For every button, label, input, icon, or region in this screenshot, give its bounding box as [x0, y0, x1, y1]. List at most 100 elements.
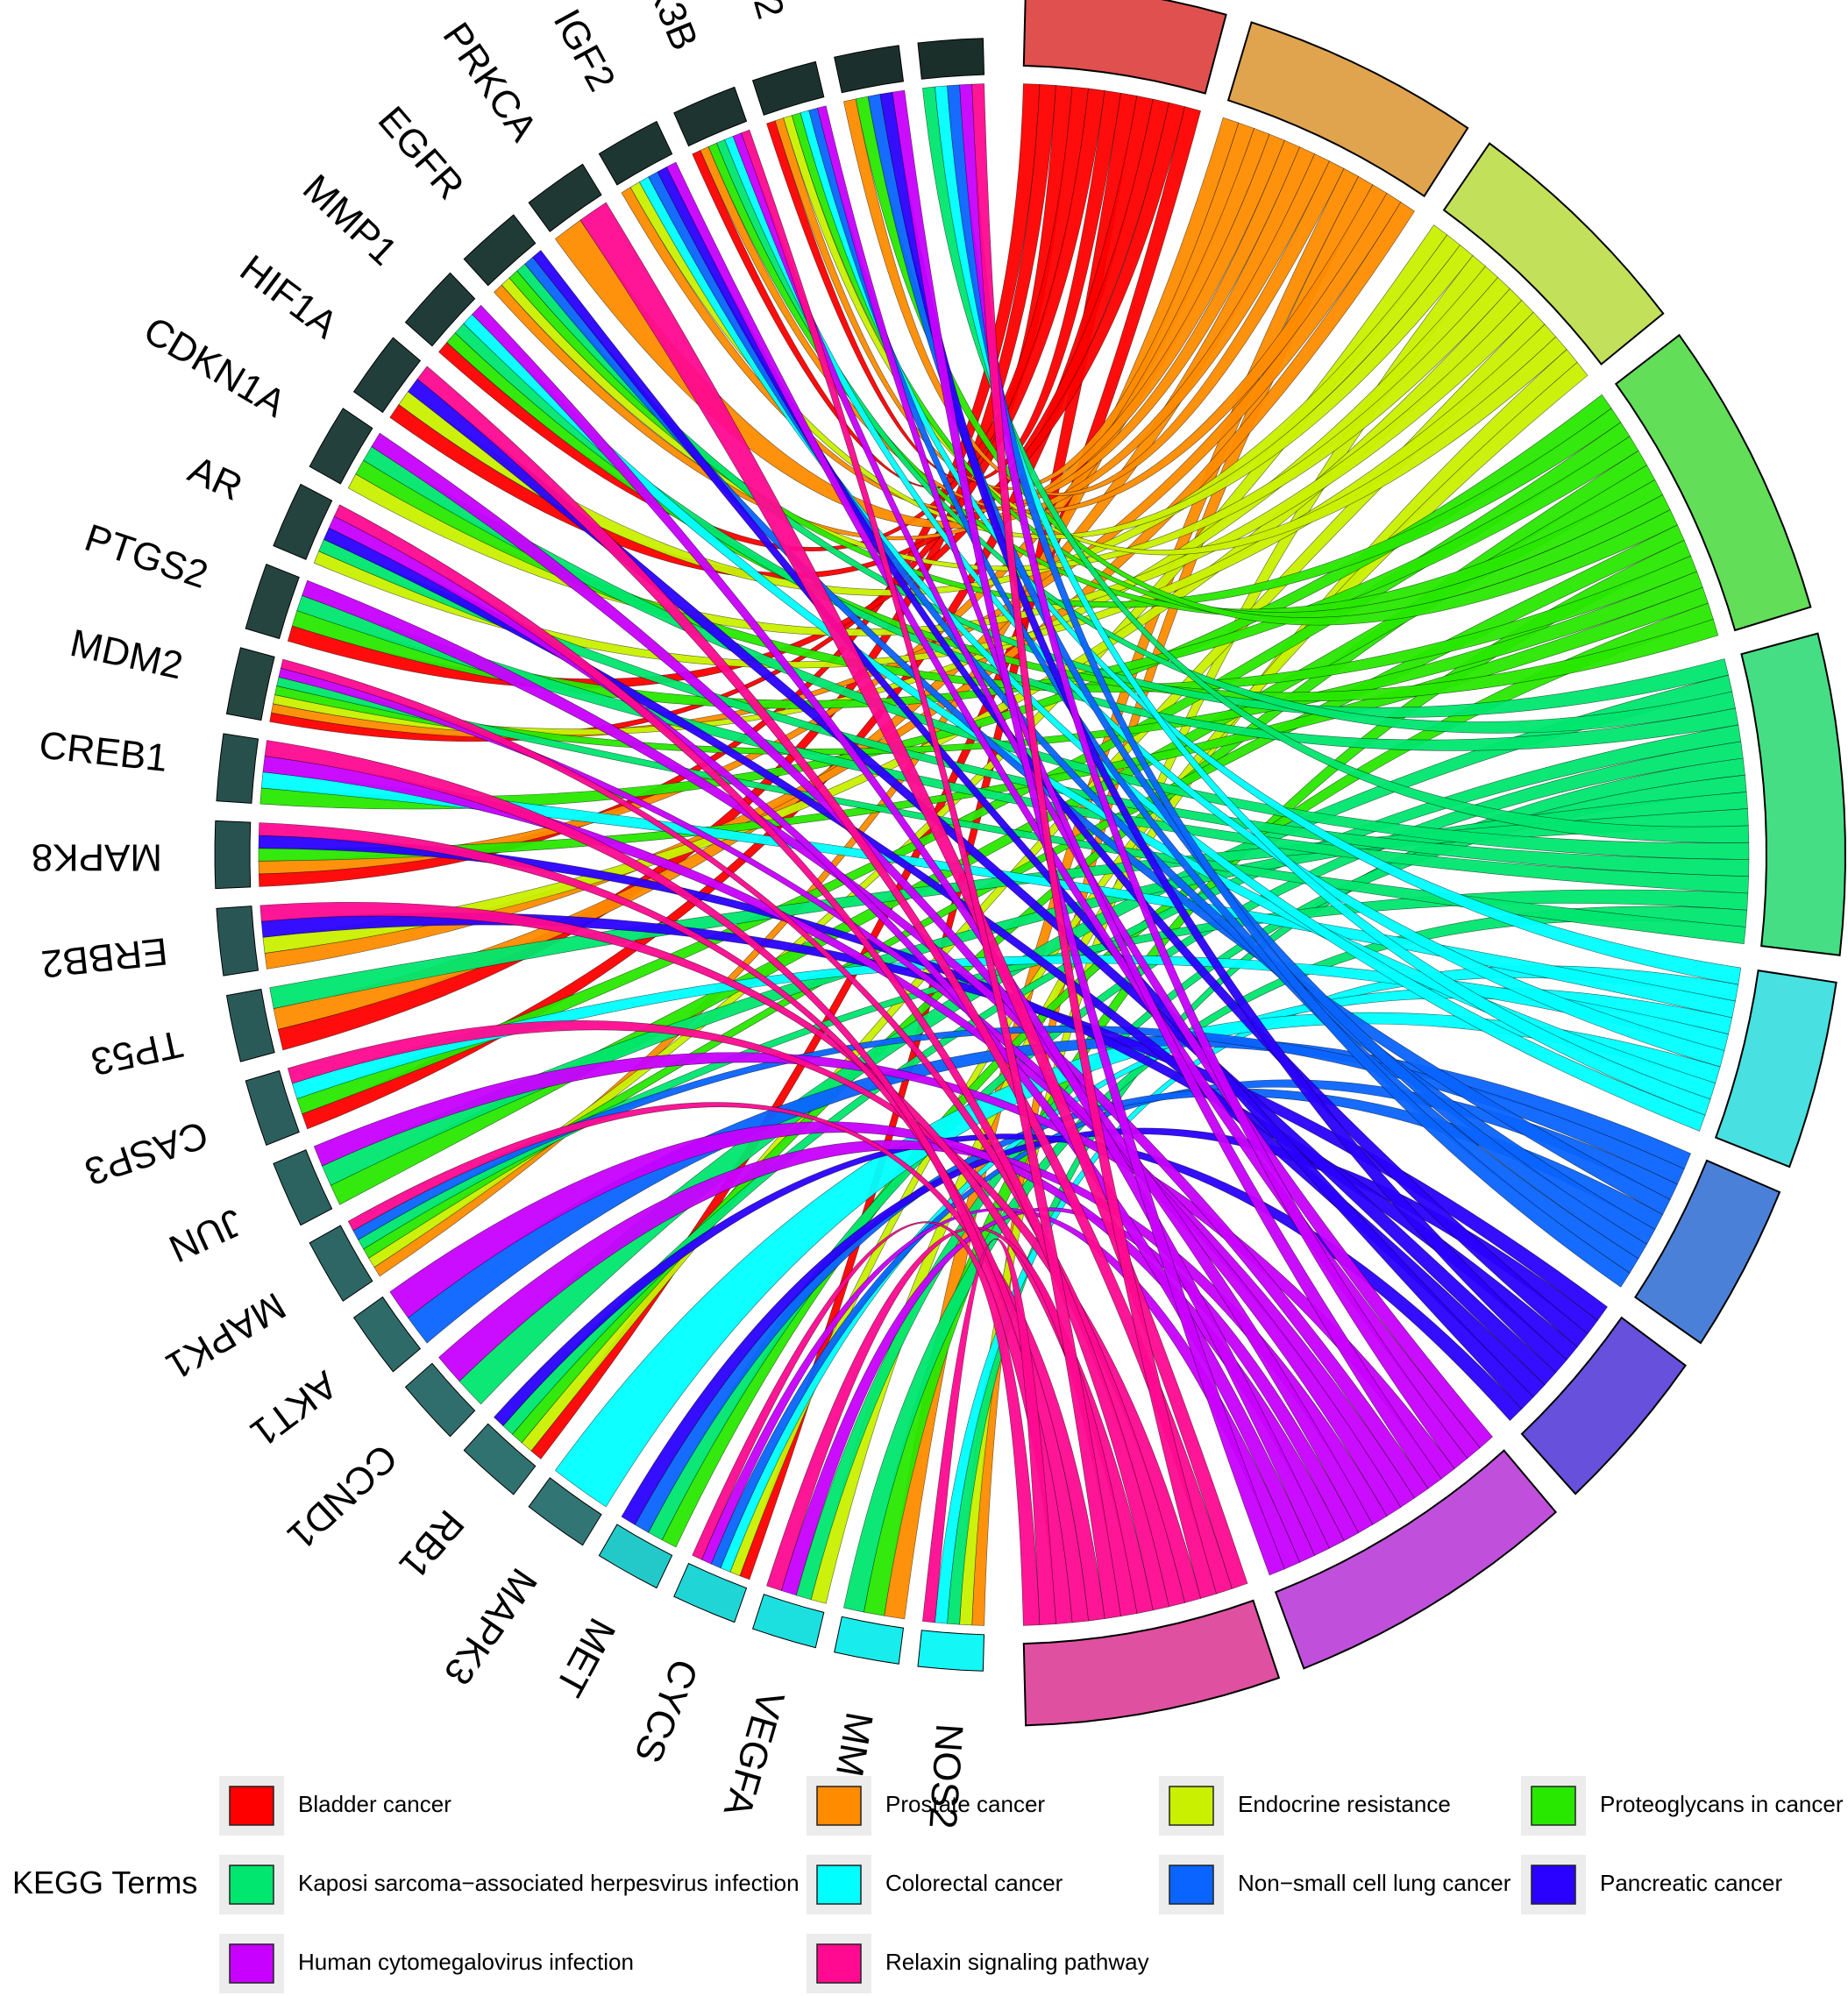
chord-link — [766, 1226, 1138, 1617]
chord-link — [554, 1012, 1721, 1508]
chord-link — [701, 1207, 1300, 1570]
term-block — [1714, 969, 1837, 1168]
gene-block — [673, 86, 748, 147]
chord-link — [700, 146, 1388, 514]
gene-block — [528, 163, 602, 232]
chord-link — [363, 524, 1685, 1259]
legend-label: Proteoglycans in cancer — [1600, 1791, 1844, 1817]
chord-link — [352, 1026, 1685, 1240]
chord-link — [274, 571, 1703, 756]
gene-block — [245, 1069, 300, 1146]
chord-link — [494, 133, 1285, 541]
legend-label: Endocrine resistance — [1238, 1791, 1451, 1817]
legend-swatch — [1169, 1786, 1214, 1826]
gene-block — [216, 733, 259, 804]
gene-label: NOS2 — [920, 1723, 970, 1830]
chord-link — [783, 115, 1567, 556]
chord-link — [258, 128, 1270, 875]
gene-label: EGFR — [370, 98, 473, 208]
gene-label: MET — [547, 1611, 623, 1703]
gene-label: CYCS — [626, 1653, 707, 1769]
chord-link — [959, 83, 1468, 1470]
gene-block — [216, 906, 259, 977]
chord-link — [398, 234, 1461, 596]
gene-block — [225, 647, 275, 721]
legend-items: Bladder cancer Prostate cancer Endocrine r… — [219, 1776, 1844, 1993]
chord-link — [508, 270, 1622, 608]
legend-swatch — [1531, 1786, 1576, 1826]
term-block — [1022, 0, 1227, 95]
gene-block — [245, 564, 300, 640]
chord-link — [922, 1239, 1056, 1626]
gene-block — [834, 45, 905, 94]
gene-label: CASP3 — [80, 1112, 213, 1193]
chord-link — [657, 166, 1589, 1348]
chord-link — [716, 139, 1736, 734]
gene-block — [751, 1594, 825, 1649]
chord-link — [710, 1079, 1678, 1569]
chord-link — [629, 181, 1474, 539]
term-block — [1226, 21, 1469, 198]
gene-block — [751, 60, 825, 116]
gene-label: RB1 — [391, 1502, 473, 1587]
gene-block — [834, 1616, 905, 1665]
legend-label: Relaxin signaling pathway — [885, 1949, 1149, 1975]
legend-swatch — [1531, 1865, 1576, 1905]
chord-link — [935, 85, 1711, 1116]
legend-swatch — [816, 1865, 862, 1905]
gene-label: MAPK3 — [436, 1560, 545, 1693]
gene-label: CCND1 — [279, 1436, 405, 1558]
gene-label: JUN — [162, 1200, 248, 1270]
legend-label: Pancreatic cancer — [1600, 1870, 1782, 1896]
gene-label: MAPK1 — [159, 1284, 293, 1388]
gene-block — [309, 408, 373, 485]
gene-label: AR — [182, 448, 249, 509]
term-block — [1520, 1316, 1687, 1495]
gene-block — [404, 272, 476, 347]
chord-link — [347, 300, 1534, 636]
chord-link — [259, 902, 1154, 1614]
term-block — [1274, 1449, 1558, 1670]
gene-label: IGF2 — [545, 3, 624, 98]
chord-link — [276, 676, 1746, 945]
chord-link — [446, 332, 1719, 702]
gene-block — [598, 120, 673, 186]
gene-label: CDKN1A — [137, 309, 294, 426]
legend-swatch — [229, 1865, 274, 1905]
gene-label: PRKCA — [435, 15, 546, 149]
gene-label: TP53 — [88, 1022, 187, 1083]
chord-link — [554, 153, 1330, 529]
gene-block — [404, 1362, 476, 1438]
gene-block — [917, 1630, 985, 1672]
gene-label: MMP2 — [720, 0, 793, 24]
gene-label: AKT1 — [242, 1362, 345, 1454]
legend-swatch — [816, 1943, 862, 1984]
chord-link — [291, 436, 1639, 709]
gene-label: GSK3B — [618, 0, 707, 56]
legend: KEGG Terms Bladder cancer Prostate cancer… — [12, 1776, 1844, 1993]
chord-link — [843, 98, 1345, 496]
chord-link — [287, 1020, 1201, 1603]
gene-block — [673, 1562, 748, 1623]
chord-link — [800, 110, 1742, 985]
gene-block — [463, 1423, 537, 1495]
chord-link — [843, 906, 1748, 1613]
chord-links — [258, 83, 1750, 1626]
gene-label: MAPK8 — [32, 835, 162, 878]
legend-swatch — [229, 1786, 274, 1826]
gene-block — [917, 38, 985, 80]
legend-swatch — [229, 1943, 274, 1984]
gene-block — [352, 1296, 422, 1373]
chord-link — [892, 89, 1285, 1576]
chord-link — [864, 539, 1691, 1616]
legend-swatch — [1169, 1865, 1214, 1905]
legend-label: Kaposi sarcoma−associated herpesvirus in… — [298, 1870, 800, 1896]
legend-swatch — [816, 1786, 862, 1826]
chord-link — [262, 288, 1523, 954]
chord-link — [741, 129, 1121, 1619]
chord-link — [355, 459, 1697, 693]
term-block — [1022, 1599, 1281, 1727]
gene-label: MMP1 — [295, 167, 405, 274]
chord-link — [634, 1088, 1664, 1533]
legend-label: Human cytomegalovirus infection — [298, 1949, 634, 1975]
